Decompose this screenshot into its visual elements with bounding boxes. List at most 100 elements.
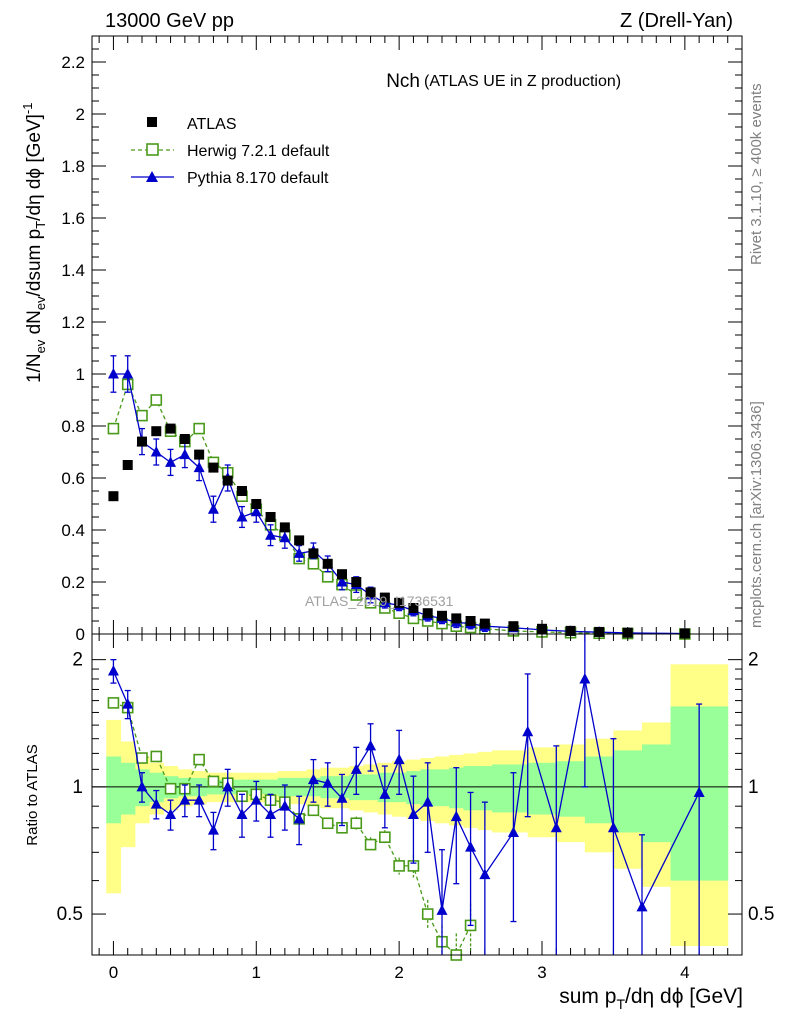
ratio-pythia-point <box>150 798 162 809</box>
x-tick-labels: 0 1 2 3 4 <box>109 963 690 982</box>
atlas-point <box>408 603 419 613</box>
main-y-axis-label: 1/Nev dNev/dsum pT/dη dϕ [GeV]-1 <box>20 103 48 384</box>
ratio-herwig-series <box>107 697 477 961</box>
atlas-point <box>137 436 147 447</box>
ratio-pythia-point <box>336 792 348 803</box>
atlas-point <box>294 535 305 546</box>
atlas-point <box>165 423 176 434</box>
atlas-point <box>122 460 133 470</box>
ratio-inner-band <box>584 756 614 824</box>
pythia-point <box>336 576 348 587</box>
ratio-herwig-line <box>113 702 472 957</box>
ratio-pythia-point <box>479 868 491 880</box>
ratio-pythia-point <box>322 777 334 788</box>
ratio-herwig-point <box>150 750 163 763</box>
ratio-pythia-point <box>393 753 405 765</box>
mcplots-label: mcplots.cern.ch [arXiv:1306.3436] <box>748 401 765 628</box>
ratio-pythia-point <box>279 800 291 811</box>
herwig-point <box>193 422 205 435</box>
atlas-point <box>379 592 390 603</box>
herwig-point <box>307 557 320 570</box>
ratio-herwig-point <box>164 782 177 795</box>
ratio-pythia-point <box>407 808 419 820</box>
ratio-herwig-point <box>393 860 405 872</box>
ratio-axis-ticks <box>92 634 742 955</box>
atlas-point <box>194 449 205 460</box>
atlas-point <box>622 627 633 638</box>
ratio-pythia-point <box>265 808 277 820</box>
atlas-point <box>222 475 233 486</box>
pythia-point <box>193 461 205 473</box>
legend-pythia-marker <box>146 171 158 182</box>
atlas-point <box>422 608 433 619</box>
ratio-pythia-point <box>122 698 134 709</box>
atlas-point <box>508 621 519 632</box>
ratio-inner-band <box>613 750 643 833</box>
main-y-tick-label: 1.6 <box>61 209 85 228</box>
herwig-point <box>321 570 334 583</box>
atlas-point <box>337 569 347 580</box>
ratio-herwig-point <box>136 752 148 764</box>
atlas-point <box>108 491 119 502</box>
pythia-point <box>165 456 177 467</box>
ratio-inner-band <box>527 762 557 815</box>
ratio-inner-band <box>463 766 479 811</box>
ratio-pythia-point <box>507 826 519 837</box>
ratio-pythia-point <box>522 725 534 737</box>
legend-herwig-marker <box>146 143 159 156</box>
ratio-pythia-point <box>350 763 362 774</box>
atlas-point <box>151 426 162 437</box>
ratio-pythia-point <box>450 810 462 822</box>
atlas-series <box>108 423 690 639</box>
atlas-point <box>365 587 376 598</box>
ratio-pythia-point <box>693 786 705 797</box>
pythia-point <box>107 368 119 379</box>
main-y-tick-label: 2 <box>76 105 85 124</box>
legend-atlas-label: ATLAS <box>187 116 237 133</box>
ratio-herwig-point <box>350 817 363 830</box>
ratio-y-tick-labels: 0.5 0.5 1 1 2 2 <box>57 650 775 925</box>
main-y-tick-label: 1.2 <box>61 313 85 332</box>
pythia-point <box>236 511 248 522</box>
main-y-tick-label: 1.8 <box>61 157 85 176</box>
ratio-herwig-point <box>193 753 205 766</box>
pythia-point <box>122 368 134 379</box>
ratio-inner-band <box>492 764 529 813</box>
ratio-pythia-point <box>465 841 477 852</box>
x-tick-label: 3 <box>537 963 546 982</box>
ratio-inner-band <box>477 766 493 811</box>
atlas-point <box>537 623 547 634</box>
main-axis-ticks <box>92 36 742 635</box>
herwig-point <box>107 422 120 435</box>
ratio-pythia-point <box>250 794 262 805</box>
ratio-herwig-point <box>364 838 377 851</box>
main-plot: 0 0.2 0.4 0.6 0.8 1 1.2 1.4 1.6 1.8 2 2.2 Nch (ATLA… <box>61 35 743 644</box>
ratio-y-tick-label: 1 <box>72 777 83 798</box>
atlas-point <box>394 597 405 608</box>
ratio-y-tick-label: 0.5 <box>57 904 83 925</box>
legend-atlas-marker <box>147 117 157 127</box>
ratio-pythia-line <box>112 670 700 911</box>
ratio-plot-frame <box>91 633 743 956</box>
ratio-pythia-point <box>193 794 205 805</box>
ratio-herwig-point <box>307 804 320 817</box>
main-y-tick-label: 2.2 <box>61 53 85 72</box>
watermark: ATLAS_2019_I1736531 <box>305 593 454 609</box>
main-y-tick-label: 0.8 <box>61 417 85 436</box>
legend-pythia-label: Pythia 8.170 default <box>187 170 329 187</box>
header-left: 13000 GeV pp <box>105 10 234 32</box>
pythia-point <box>265 529 277 540</box>
atlas-point <box>594 626 605 637</box>
ratio-pythia-point <box>165 808 177 820</box>
ratio-y-tick-label-right: 2 <box>748 650 759 671</box>
pythia-point <box>207 503 219 514</box>
pythia-point <box>279 531 291 543</box>
atlas-point <box>451 613 462 624</box>
ratio-y-axis-label: Ratio to ATLAS <box>24 744 41 845</box>
main-subtitle: (ATLAS UE in Z production) <box>424 73 621 90</box>
atlas-point <box>308 548 319 559</box>
rivet-version-label: Rivet 3.1.10, ≥ 400k events <box>748 83 765 265</box>
ratio-herwig-point <box>107 697 120 709</box>
ratio-pythia-point <box>136 780 148 792</box>
atlas-point <box>251 499 262 509</box>
